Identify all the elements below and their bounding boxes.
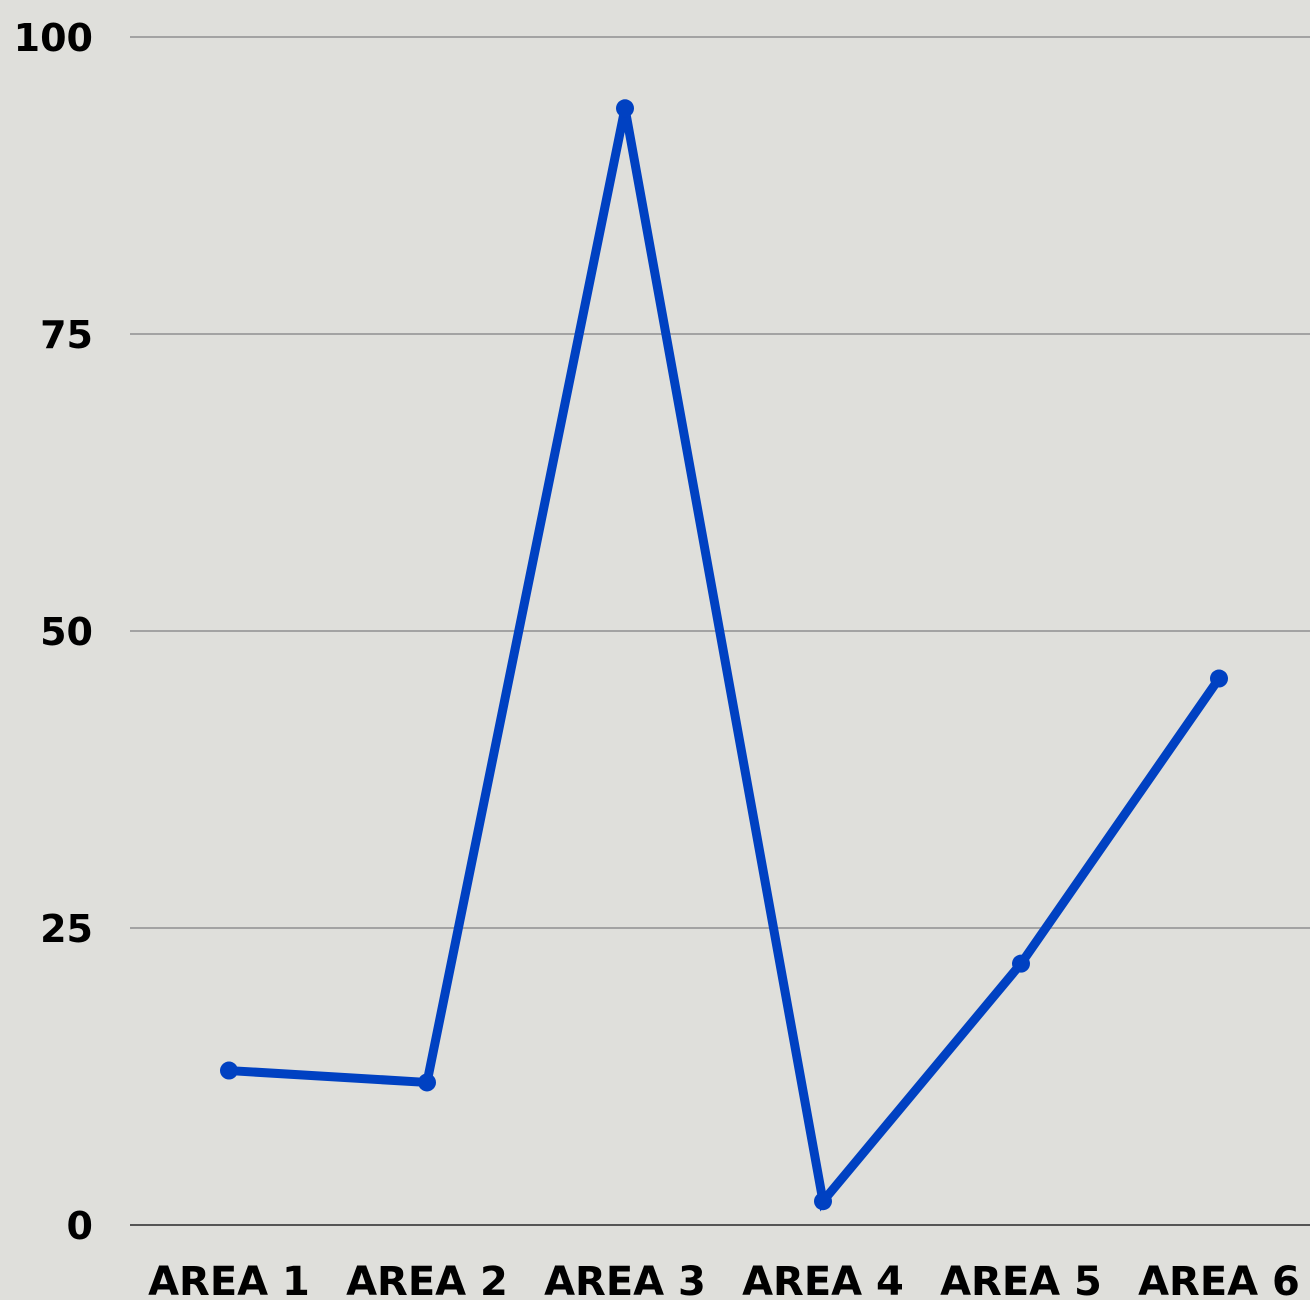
series-line-0 [224,107,1224,1212]
data-point [616,99,634,118]
x-tick-label: AREA 6 [1138,1259,1300,1300]
data-point [814,1192,832,1211]
series-line [224,107,1224,1212]
y-tick-label: 100 [14,16,93,60]
x-tick-label: AREA 3 [544,1259,706,1300]
data-point [220,1061,238,1080]
x-axis-ticks: AREA 1 AREA 2 AREA 3 AREA 4 AREA 5 AREA 6 [148,1259,1300,1300]
y-tick-label: 0 [67,1204,93,1248]
y-tick-label: 50 [40,610,93,654]
y-tick-label: 25 [40,907,93,951]
data-point [418,1073,436,1092]
x-tick-label: AREA 2 [346,1259,508,1300]
y-tick-label: 75 [40,313,93,357]
data-point [1012,954,1030,973]
data-point [1210,669,1228,688]
data-points [220,99,1228,1211]
y-axis-ticks: 0 25 50 75 100 [14,16,93,1248]
x-tick-label: AREA 5 [940,1259,1102,1300]
x-tick-label: AREA 4 [742,1259,904,1300]
x-tick-label: AREA 1 [148,1259,310,1300]
